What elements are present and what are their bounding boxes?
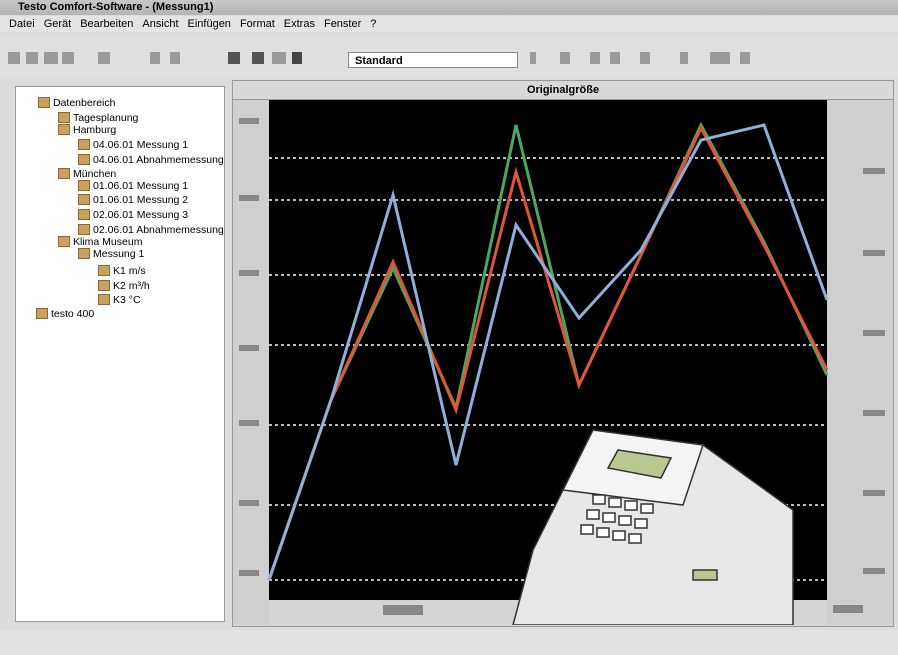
tree-label: 04.06.01 Abnahmemessung (93, 154, 224, 166)
tree-icon (78, 224, 90, 235)
status-bar (0, 630, 898, 655)
tree-label: Klima Museum (73, 236, 142, 248)
tree-node[interactable]: testo 400 (36, 308, 94, 320)
menu-item[interactable]: Fenster (324, 18, 361, 30)
tree-icon (58, 124, 70, 135)
tree-label: K2 m³/h (113, 280, 150, 292)
menu-item[interactable]: Gerät (44, 18, 72, 30)
view-selector[interactable]: Standard (348, 52, 518, 68)
menu-item[interactable]: Datei (9, 18, 35, 30)
tree-icon (38, 97, 50, 108)
chart-panel: Originalgröße (232, 80, 894, 627)
tree-label: K3 °C (113, 294, 141, 306)
panel-title: Originalgröße (233, 81, 893, 100)
tree-icon (36, 308, 48, 319)
tree-label: K1 m/s (113, 265, 146, 277)
tree-label: testo 400 (51, 308, 94, 320)
tree-node[interactable]: Klima Museum (58, 236, 142, 248)
tree-node[interactable]: 01.06.01 Messung 1 (78, 180, 188, 192)
tree-node[interactable]: K3 °C (98, 294, 141, 306)
tree-node[interactable]: 01.06.01 Messung 2 (78, 194, 188, 206)
menu-item[interactable]: Bearbeiten (80, 18, 133, 30)
tree-label: Datenbereich (53, 97, 115, 109)
tree-node[interactable]: 02.06.01 Messung 3 (78, 209, 188, 221)
tree-icon (58, 168, 70, 179)
tree-label: 04.06.01 Messung 1 (93, 139, 188, 151)
tree-node[interactable]: Datenbereich (38, 97, 115, 109)
tree-icon (78, 248, 90, 259)
tree-node[interactable]: 04.06.01 Abnahmemessung (78, 154, 224, 166)
plot (233, 100, 893, 625)
tree-label: Hamburg (73, 124, 116, 136)
menu-item[interactable]: Ansicht (142, 18, 178, 30)
tree-icon (78, 180, 90, 191)
tree-label: Messung 1 (93, 248, 144, 260)
tree-node[interactable]: Hamburg (58, 124, 116, 136)
window-title: Testo Comfort-Software - (Messung1) (18, 1, 213, 13)
title-bar: Testo Comfort-Software - (Messung1) (0, 0, 898, 15)
tree-label: 02.06.01 Abnahmemessung (93, 224, 224, 236)
tree-icon (78, 154, 90, 165)
tree-label: Tagesplanung (73, 112, 138, 124)
tree-icon (78, 209, 90, 220)
app-window: Testo Comfort-Software - (Messung1) Date… (0, 0, 898, 655)
tree-node[interactable]: K1 m/s (98, 265, 146, 277)
tree-label: 01.06.01 Messung 2 (93, 194, 188, 206)
tree-node[interactable]: Messung 1 (78, 248, 144, 260)
tree-node[interactable]: 02.06.01 Abnahmemessung (78, 224, 224, 236)
tree-label: 02.06.01 Messung 3 (93, 209, 188, 221)
tree-node[interactable]: München (58, 168, 116, 180)
tree-node[interactable]: 04.06.01 Messung 1 (78, 139, 188, 151)
menu-item[interactable]: Format (240, 18, 275, 30)
tree-icon (98, 280, 110, 291)
menu-bar: Datei Gerät Bearbeiten Ansicht Einfügen Forma… (0, 16, 898, 32)
menu-item[interactable]: Einfügen (188, 18, 231, 30)
tree-node[interactable]: K2 m³/h (98, 280, 150, 292)
tree-label: München (73, 168, 116, 180)
menu-item[interactable]: Extras (284, 18, 315, 30)
tree-icon (78, 194, 90, 205)
tree-icon (58, 112, 70, 123)
tree-label: 01.06.01 Messung 1 (93, 180, 188, 192)
tree-icon (78, 139, 90, 150)
tree-icon (58, 236, 70, 247)
tree-icon (98, 265, 110, 276)
tree-icon (98, 294, 110, 305)
tree-node[interactable]: Tagesplanung (58, 112, 138, 124)
menu-item[interactable]: ? (370, 18, 376, 30)
